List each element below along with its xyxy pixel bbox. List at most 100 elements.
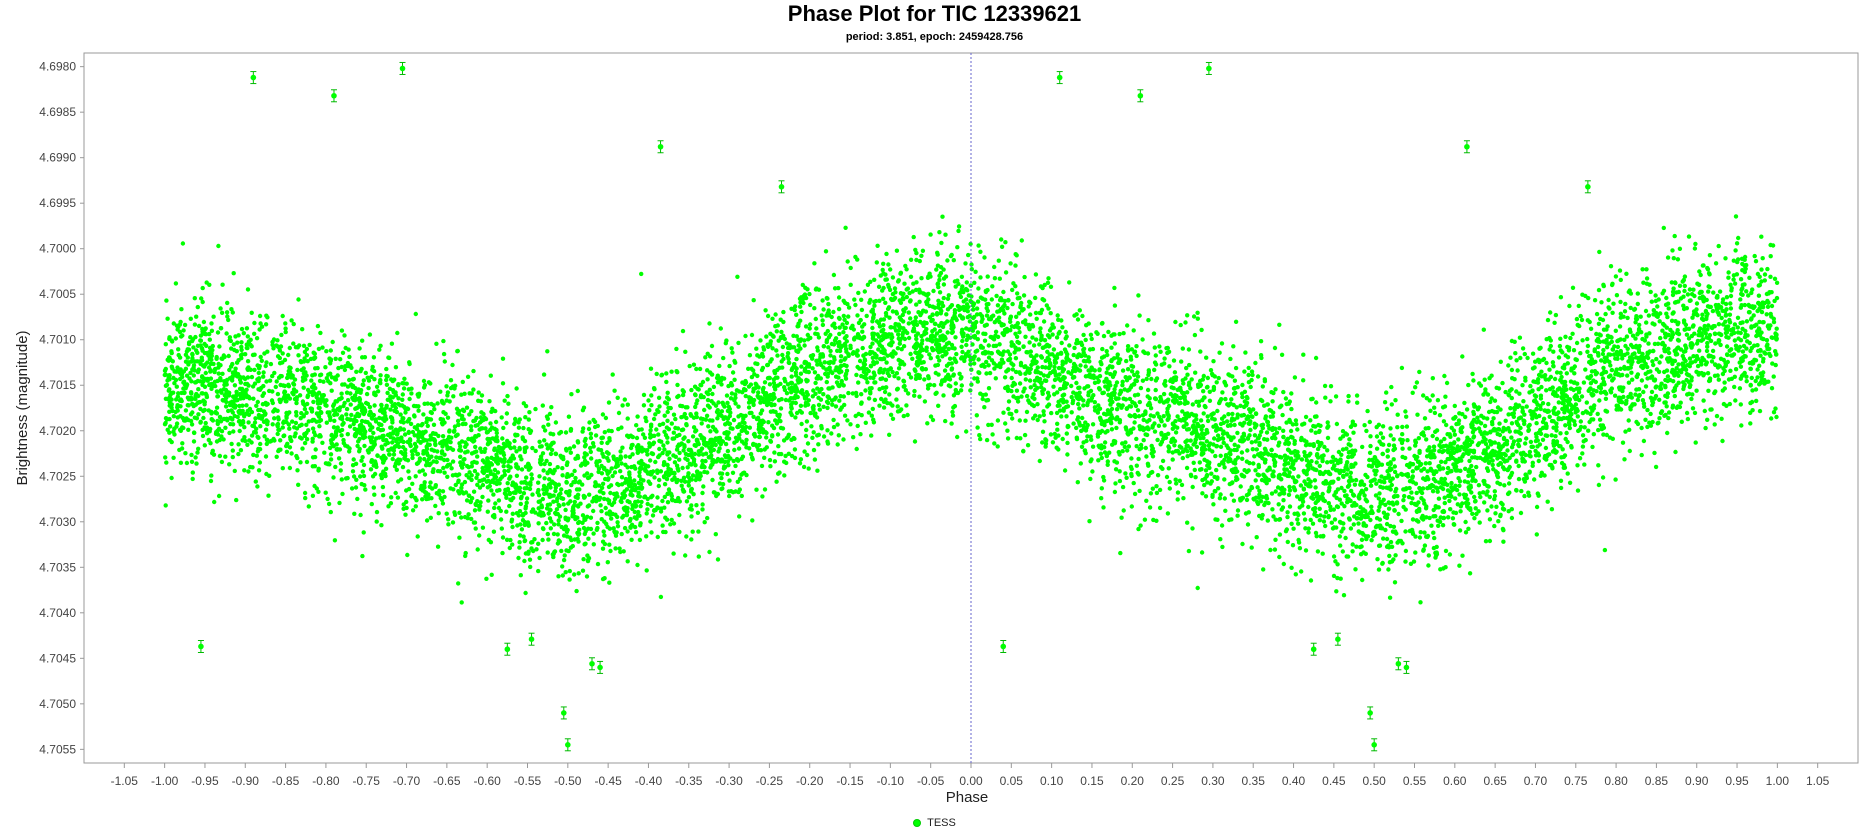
data-point — [989, 297, 994, 302]
data-point — [464, 405, 470, 410]
data-point — [560, 496, 566, 501]
data-point — [189, 422, 195, 427]
data-point — [1167, 479, 1172, 485]
data-point — [350, 377, 355, 382]
data-point — [1508, 406, 1513, 411]
data-point — [1046, 276, 1051, 281]
data-point — [1700, 263, 1706, 268]
data-point — [378, 343, 383, 348]
data-point — [1558, 348, 1564, 353]
data-point — [1423, 506, 1429, 511]
data-point — [1666, 415, 1671, 421]
data-point — [1132, 491, 1138, 497]
data-point — [1064, 414, 1069, 419]
data-point — [859, 392, 864, 397]
data-point — [1567, 480, 1573, 485]
data-point — [1140, 337, 1145, 342]
data-point — [1290, 543, 1296, 548]
data-point — [293, 420, 299, 426]
data-point — [362, 443, 367, 449]
data-point — [831, 424, 837, 430]
data-point — [1291, 466, 1297, 471]
data-point — [974, 413, 979, 418]
data-point — [1265, 518, 1271, 523]
data-point — [1546, 401, 1551, 407]
data-point — [881, 347, 886, 352]
data-point — [1499, 500, 1504, 506]
data-point — [584, 574, 590, 579]
data-point — [1387, 595, 1393, 600]
data-point — [1520, 459, 1525, 464]
data-point — [1498, 359, 1504, 364]
data-point — [1579, 394, 1585, 399]
data-point — [655, 495, 660, 500]
data-point — [1575, 463, 1580, 468]
data-point — [223, 425, 228, 430]
data-point — [991, 343, 996, 349]
data-point — [381, 493, 386, 498]
data-point — [793, 370, 799, 375]
data-point — [1326, 513, 1331, 519]
data-point — [872, 303, 877, 308]
data-point — [1312, 478, 1318, 483]
data-point — [1358, 505, 1363, 510]
data-point — [475, 454, 480, 459]
data-point — [1308, 479, 1313, 484]
data-point — [446, 522, 451, 527]
data-point — [1439, 459, 1444, 464]
data-point — [1516, 429, 1521, 434]
data-point — [400, 397, 405, 402]
data-point — [992, 276, 998, 281]
data-point — [1726, 275, 1731, 280]
data-point — [463, 421, 468, 427]
data-point — [1601, 365, 1606, 371]
data-point — [523, 551, 529, 556]
data-point — [1303, 548, 1309, 553]
data-point — [958, 294, 964, 300]
data-point — [348, 402, 353, 407]
data-point — [317, 424, 322, 429]
data-point — [1393, 553, 1398, 558]
data-point — [1175, 490, 1181, 495]
data-point — [884, 251, 889, 257]
data-point — [340, 350, 346, 355]
data-point — [1591, 432, 1597, 437]
data-point — [612, 388, 617, 393]
data-point — [802, 343, 807, 348]
data-point — [806, 362, 812, 367]
data-point — [1748, 410, 1753, 415]
data-point — [1043, 437, 1048, 442]
data-point — [295, 367, 300, 373]
data-point — [935, 354, 940, 360]
data-point — [1608, 390, 1614, 395]
data-point — [1542, 473, 1547, 478]
data-point — [1685, 292, 1691, 297]
data-point — [1754, 398, 1759, 404]
data-point — [976, 243, 981, 248]
data-point — [862, 357, 867, 362]
data-point — [240, 403, 245, 408]
data-point — [931, 288, 936, 294]
data-point — [1467, 571, 1473, 576]
data-point — [1547, 414, 1552, 419]
data-point — [772, 450, 777, 455]
data-point — [1164, 474, 1170, 480]
data-point — [1673, 449, 1678, 455]
data-point — [545, 531, 550, 537]
data-point — [1152, 367, 1157, 373]
data-point — [731, 417, 737, 423]
data-point — [1735, 315, 1741, 320]
data-point — [654, 427, 659, 432]
data-point — [605, 560, 610, 565]
data-point — [279, 332, 284, 338]
data-point — [1289, 406, 1294, 412]
data-point — [1395, 493, 1400, 499]
data-point — [1088, 459, 1093, 464]
data-point — [672, 471, 677, 476]
data-point — [323, 490, 328, 495]
data-point — [1712, 331, 1718, 336]
data-point — [1663, 383, 1668, 388]
data-point — [828, 353, 833, 358]
data-point — [1051, 384, 1056, 389]
data-point — [171, 321, 176, 326]
